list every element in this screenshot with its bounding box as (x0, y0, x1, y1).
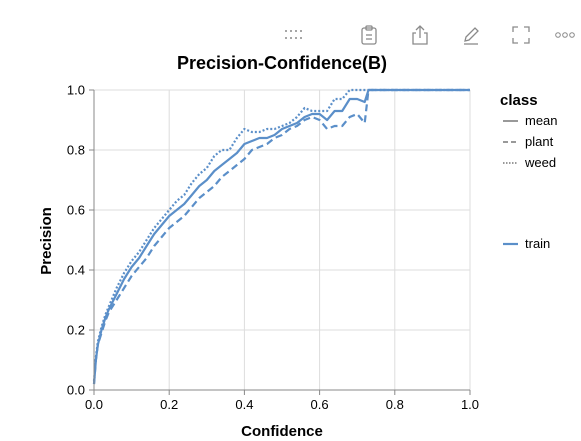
drag-handle-icon[interactable] (284, 24, 306, 46)
more-icon[interactable] (554, 24, 576, 46)
legend-label-weed: weed (524, 155, 556, 170)
chart-toolbar (280, 24, 580, 46)
y-tick-label: 0.0 (67, 383, 85, 398)
series-line-plant (92, 88, 470, 385)
series-layer (92, 88, 470, 385)
legend-label-mean: mean (525, 113, 558, 128)
share-icon[interactable] (409, 24, 431, 46)
x-tick-label: 0.0 (85, 397, 103, 412)
x-tick-label: 0.2 (160, 397, 178, 412)
legend-label-plant: plant (525, 134, 554, 149)
x-tick-label: 0.8 (386, 397, 404, 412)
legend: class mean plant weed train (500, 92, 558, 251)
x-axis-title: Confidence (241, 423, 323, 440)
chart-title: Precision-Confidence(B) (177, 53, 387, 73)
fullscreen-icon[interactable] (510, 24, 532, 46)
axes: 0.0 0.2 0.4 0.6 0.8 1.0 0.0 0.2 0.4 0.6 0.8 1.0 (67, 83, 479, 413)
legend-label-train: train (525, 236, 550, 251)
legend-title: class (500, 92, 538, 109)
y-axis-title: Precision (38, 207, 55, 275)
edit-icon[interactable] (460, 24, 482, 46)
series-line-mean (92, 88, 470, 385)
x-tick-label: 0.4 (235, 397, 253, 412)
x-tick-label: 0.6 (311, 397, 329, 412)
y-tick-label: 0.6 (67, 203, 85, 218)
y-tick-label: 0.2 (67, 323, 85, 338)
y-tick-label: 0.8 (67, 143, 85, 158)
y-tick-label: 0.4 (67, 263, 85, 278)
x-tick-label: 1.0 (461, 397, 479, 412)
series-line-weed (92, 88, 470, 382)
y-tick-label: 1.0 (67, 83, 85, 98)
clipboard-icon[interactable] (358, 24, 380, 46)
